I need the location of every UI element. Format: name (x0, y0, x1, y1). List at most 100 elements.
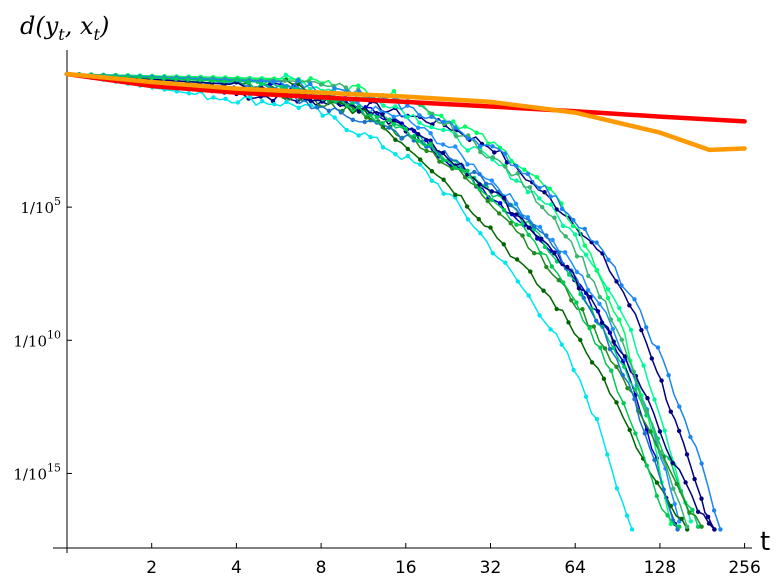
data-point (465, 217, 471, 222)
data-point (509, 158, 514, 164)
data-point (332, 86, 337, 91)
data-point (666, 373, 671, 378)
data-point (282, 78, 287, 84)
data-point (668, 409, 673, 414)
data-point (501, 208, 507, 213)
data-point (699, 496, 704, 501)
data-point (539, 236, 544, 241)
data-point (561, 280, 566, 285)
data-point (662, 428, 667, 433)
data-point (528, 269, 533, 274)
data-point (391, 121, 397, 127)
data-point (631, 369, 636, 374)
data-point (679, 516, 684, 521)
data-point (605, 452, 610, 457)
data-point (540, 204, 545, 210)
data-point (418, 157, 423, 162)
series-layer (64, 71, 723, 532)
data-point (440, 158, 446, 163)
data-point (380, 145, 386, 150)
data-point (489, 178, 494, 183)
data-point (462, 124, 468, 129)
data-point (437, 159, 442, 164)
series-3 (64, 71, 635, 532)
x-axis-title: t (760, 527, 770, 557)
data-point (490, 144, 495, 149)
data-point (583, 394, 589, 399)
x-tick-label: 2 (146, 558, 157, 578)
series-line (66, 73, 715, 530)
data-point (272, 102, 277, 107)
data-point (338, 110, 344, 115)
data-point (657, 449, 663, 455)
data-point (683, 480, 688, 485)
smooth-series-0 (64, 71, 747, 124)
data-point (542, 190, 547, 195)
data-point (652, 397, 657, 402)
data-point (644, 409, 649, 414)
data-point (644, 325, 649, 330)
data-point (513, 201, 519, 207)
data-point (560, 223, 566, 229)
data-point (594, 318, 599, 323)
data-point (641, 363, 646, 368)
data-point (380, 112, 385, 117)
data-point (597, 301, 602, 306)
data-point (326, 108, 332, 114)
data-point (674, 481, 679, 487)
data-point (295, 77, 301, 83)
series-line (66, 73, 688, 527)
data-point (591, 324, 596, 329)
y-tick-label: 1/1010 (13, 328, 61, 350)
data-point (490, 251, 495, 256)
data-point (428, 131, 433, 136)
data-point (576, 286, 582, 291)
data-point (490, 155, 496, 160)
data-point (403, 126, 408, 132)
data-point (418, 162, 423, 167)
data-point (474, 130, 479, 135)
data-point (416, 132, 421, 137)
series-0 (64, 71, 717, 532)
data-point (583, 252, 589, 257)
data-point (718, 527, 723, 532)
data-point (699, 461, 704, 466)
series-11 (64, 71, 690, 529)
data-point (502, 151, 508, 156)
data-point (222, 79, 227, 84)
smooth-series-line (64, 71, 747, 124)
data-point (478, 231, 483, 236)
data-point (501, 195, 507, 201)
data-point (405, 115, 410, 120)
data-point (501, 242, 506, 247)
data-point (453, 192, 458, 197)
data-point (711, 508, 717, 513)
data-point (548, 327, 553, 332)
data-point (247, 94, 253, 100)
series-6 (64, 71, 673, 527)
data-point (416, 138, 421, 143)
data-point (537, 185, 542, 191)
data-point (514, 222, 519, 227)
data-point (515, 171, 520, 176)
data-point (416, 125, 421, 130)
data-point (393, 104, 398, 109)
data-point (488, 225, 493, 230)
data-point (465, 148, 470, 153)
data-point (503, 164, 508, 169)
data-point (617, 317, 622, 322)
data-point (453, 125, 458, 130)
data-point (685, 524, 690, 529)
data-point (652, 457, 657, 463)
data-point (453, 144, 458, 149)
data-point (633, 431, 638, 436)
series-line (66, 73, 672, 525)
data-point (173, 76, 179, 82)
data-point (619, 337, 624, 342)
series-line (66, 73, 703, 528)
data-point (574, 300, 579, 305)
data-point (687, 510, 692, 515)
data-point (320, 113, 325, 118)
data-point (574, 254, 580, 259)
